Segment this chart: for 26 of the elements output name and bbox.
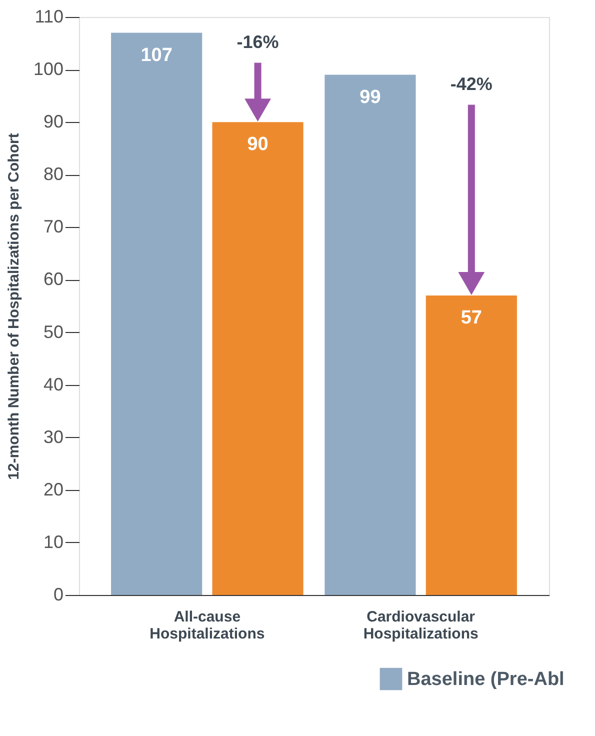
y-tick-label: 30 xyxy=(43,426,64,447)
y-tick-label: 90 xyxy=(43,112,64,132)
y-tick-label: 40 xyxy=(43,374,64,394)
legend-label: Baseline (Pre-Abl xyxy=(407,669,564,690)
y-tick-label: 110 xyxy=(34,6,64,26)
data-label: 57 xyxy=(460,307,482,328)
annotation: -42% xyxy=(450,74,492,94)
y-tick-label: 10 xyxy=(43,532,64,552)
y-tick-label: 50 xyxy=(43,322,64,342)
x-tick-label: All-cause Hospitalizations xyxy=(150,608,265,642)
y-tick-label: 60 xyxy=(43,269,64,290)
annotation: -16% xyxy=(236,32,279,52)
y-axis-title: 12-month Number of Hospitalizations per Cohort xyxy=(5,133,22,480)
y-tick-label: 20 xyxy=(43,479,64,500)
y-tick-label: 0 xyxy=(53,584,64,604)
y-tick-label: 80 xyxy=(43,164,64,184)
bar xyxy=(111,32,202,595)
data-label: 99 xyxy=(360,86,381,108)
y-tick-label: 100 xyxy=(33,59,64,80)
bar xyxy=(324,74,416,595)
x-tick-label: Cardiovascular Hospitalizations xyxy=(363,608,478,642)
data-label: 107 xyxy=(140,44,172,66)
bar xyxy=(426,295,517,595)
bar xyxy=(212,122,304,595)
data-label: 90 xyxy=(247,134,268,156)
y-tick-label: 70 xyxy=(43,216,64,237)
